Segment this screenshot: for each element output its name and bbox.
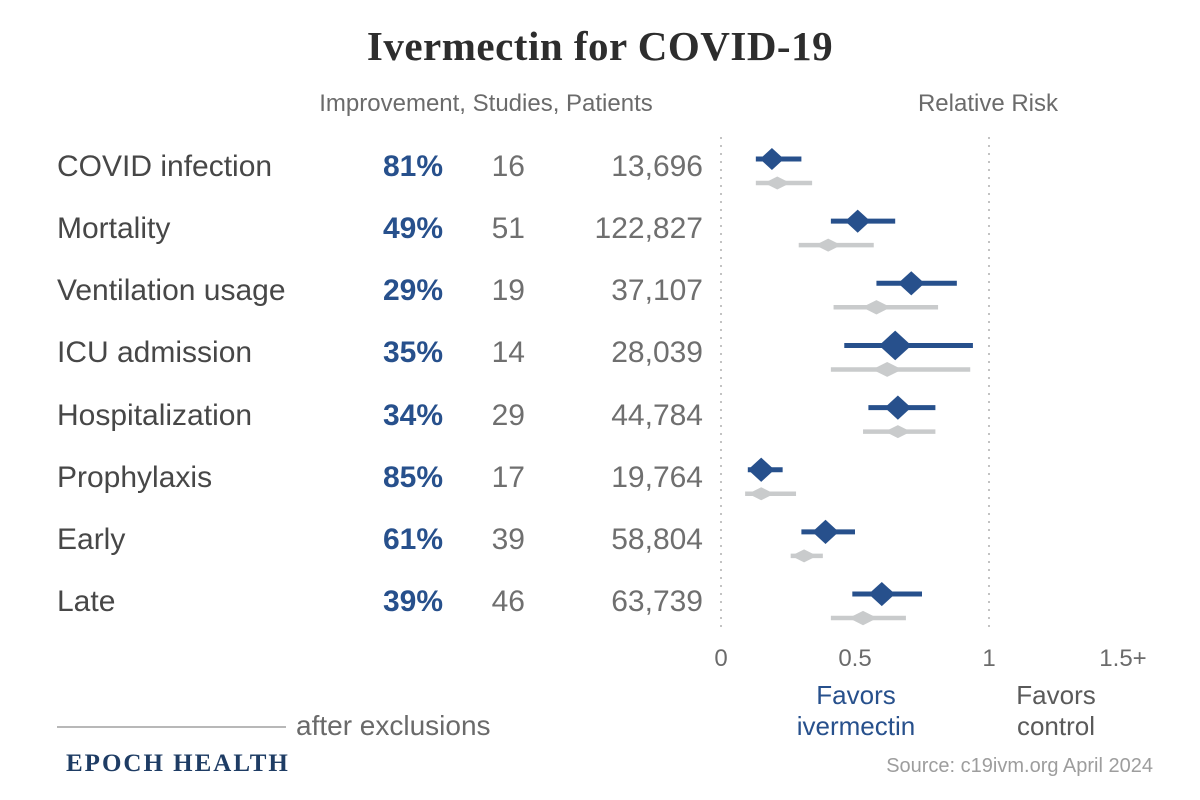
table-row: ICU admission 35% 14 28,039: [0, 322, 720, 384]
patients-count: 19,764: [611, 460, 703, 494]
studies-count: 51: [491, 212, 525, 246]
table-row: COVID infection 81% 16 13,696: [0, 136, 720, 198]
diamond-primary: [812, 519, 839, 544]
outcome-label: Ventilation usage: [57, 274, 286, 308]
patients-count: 37,107: [611, 274, 703, 308]
diamond-primary: [759, 148, 784, 170]
improvement-value: 34%: [382, 398, 443, 432]
improvement-value: 61%: [382, 522, 443, 556]
table-row: Hospitalization 34% 29 44,784: [0, 385, 720, 447]
table-row: Early 61% 39 58,804: [0, 509, 720, 571]
patients-count: 28,039: [611, 336, 703, 370]
diamond-primary: [748, 457, 775, 482]
table-row: Late 39% 46 63,739: [0, 571, 720, 633]
favors-ivermectin-line1: Favors: [816, 680, 896, 710]
favors-control-label: Favors control: [936, 680, 1176, 742]
after-exclusions-label: after exclusions: [296, 710, 491, 741]
improvement-value: 39%: [382, 585, 443, 619]
chart-header: Relative Risk: [917, 90, 1059, 117]
studies-count: 19: [491, 274, 525, 308]
improvement-value: 35%: [382, 336, 443, 370]
studies-count: 39: [491, 522, 525, 556]
source-attribution: Source: c19ivm.org April 2024: [886, 755, 1153, 777]
studies-count: 29: [491, 398, 525, 432]
forest-plot: [720, 137, 990, 632]
x-axis-tick-label: 1.5+: [1099, 645, 1147, 672]
outcome-label: Prophylaxis: [57, 460, 213, 494]
improvement-value: 29%: [382, 274, 443, 308]
outcome-label: Mortality: [57, 212, 171, 246]
diamond-primary: [898, 271, 925, 296]
studies-count: 17: [491, 460, 525, 494]
patients-count: 122,827: [594, 212, 703, 246]
diamond-primary: [884, 395, 912, 420]
diamond-after-exclusions: [764, 176, 791, 190]
x-axis-tick-label: 1: [982, 645, 996, 672]
outcome-label: Late: [57, 585, 116, 619]
brand-logo: EPOCH HEALTH: [66, 750, 290, 777]
studies-count: 16: [491, 150, 525, 183]
studies-count: 46: [491, 585, 525, 619]
patients-count: 13,696: [611, 150, 703, 183]
page-title: Ivermectin for COVID-19: [366, 23, 834, 69]
outcome-label: COVID infection: [57, 150, 273, 183]
outcome-label: Early: [57, 522, 126, 556]
table-row: Ventilation usage 29% 19 37,107: [0, 260, 720, 322]
outcome-label: Hospitalization: [57, 398, 253, 432]
table-columns-header: Improvement, Studies, Patients: [319, 90, 653, 117]
improvement-value: 49%: [382, 212, 443, 246]
diamond-after-exclusions: [748, 487, 775, 501]
diamond-after-exclusions: [884, 425, 911, 439]
diamond-primary: [868, 581, 895, 607]
diamond-after-exclusions: [862, 300, 891, 315]
diamond-after-exclusions: [848, 610, 878, 626]
diamond-after-exclusions: [791, 549, 818, 563]
after-exclusions-sample-line: [57, 726, 286, 728]
outcome-label: ICU admission: [57, 336, 253, 370]
diamond-primary: [879, 330, 912, 361]
patients-count: 58,804: [611, 522, 703, 556]
patients-count: 63,739: [611, 585, 703, 619]
favors-ivermectin-label: Favors ivermectin: [736, 680, 976, 742]
diamond-after-exclusions: [815, 238, 842, 252]
improvement-value: 85%: [382, 460, 443, 494]
diamond-primary: [845, 209, 871, 233]
patients-count: 44,784: [611, 398, 703, 432]
diamond-after-exclusions: [872, 361, 903, 377]
favors-ivermectin-line2: ivermectin: [796, 711, 916, 741]
table-row: Mortality 49% 51 122,827: [0, 198, 720, 260]
favors-control-line2: control: [1016, 711, 1096, 741]
x-axis-tick-label: 0: [714, 645, 728, 672]
studies-count: 14: [491, 336, 525, 370]
improvement-value: 81%: [382, 150, 443, 183]
favors-control-line1: Favors: [1016, 680, 1096, 710]
x-axis-tick-label: 0.5: [838, 645, 872, 672]
table-row: Prophylaxis 85% 17 19,764: [0, 447, 720, 509]
